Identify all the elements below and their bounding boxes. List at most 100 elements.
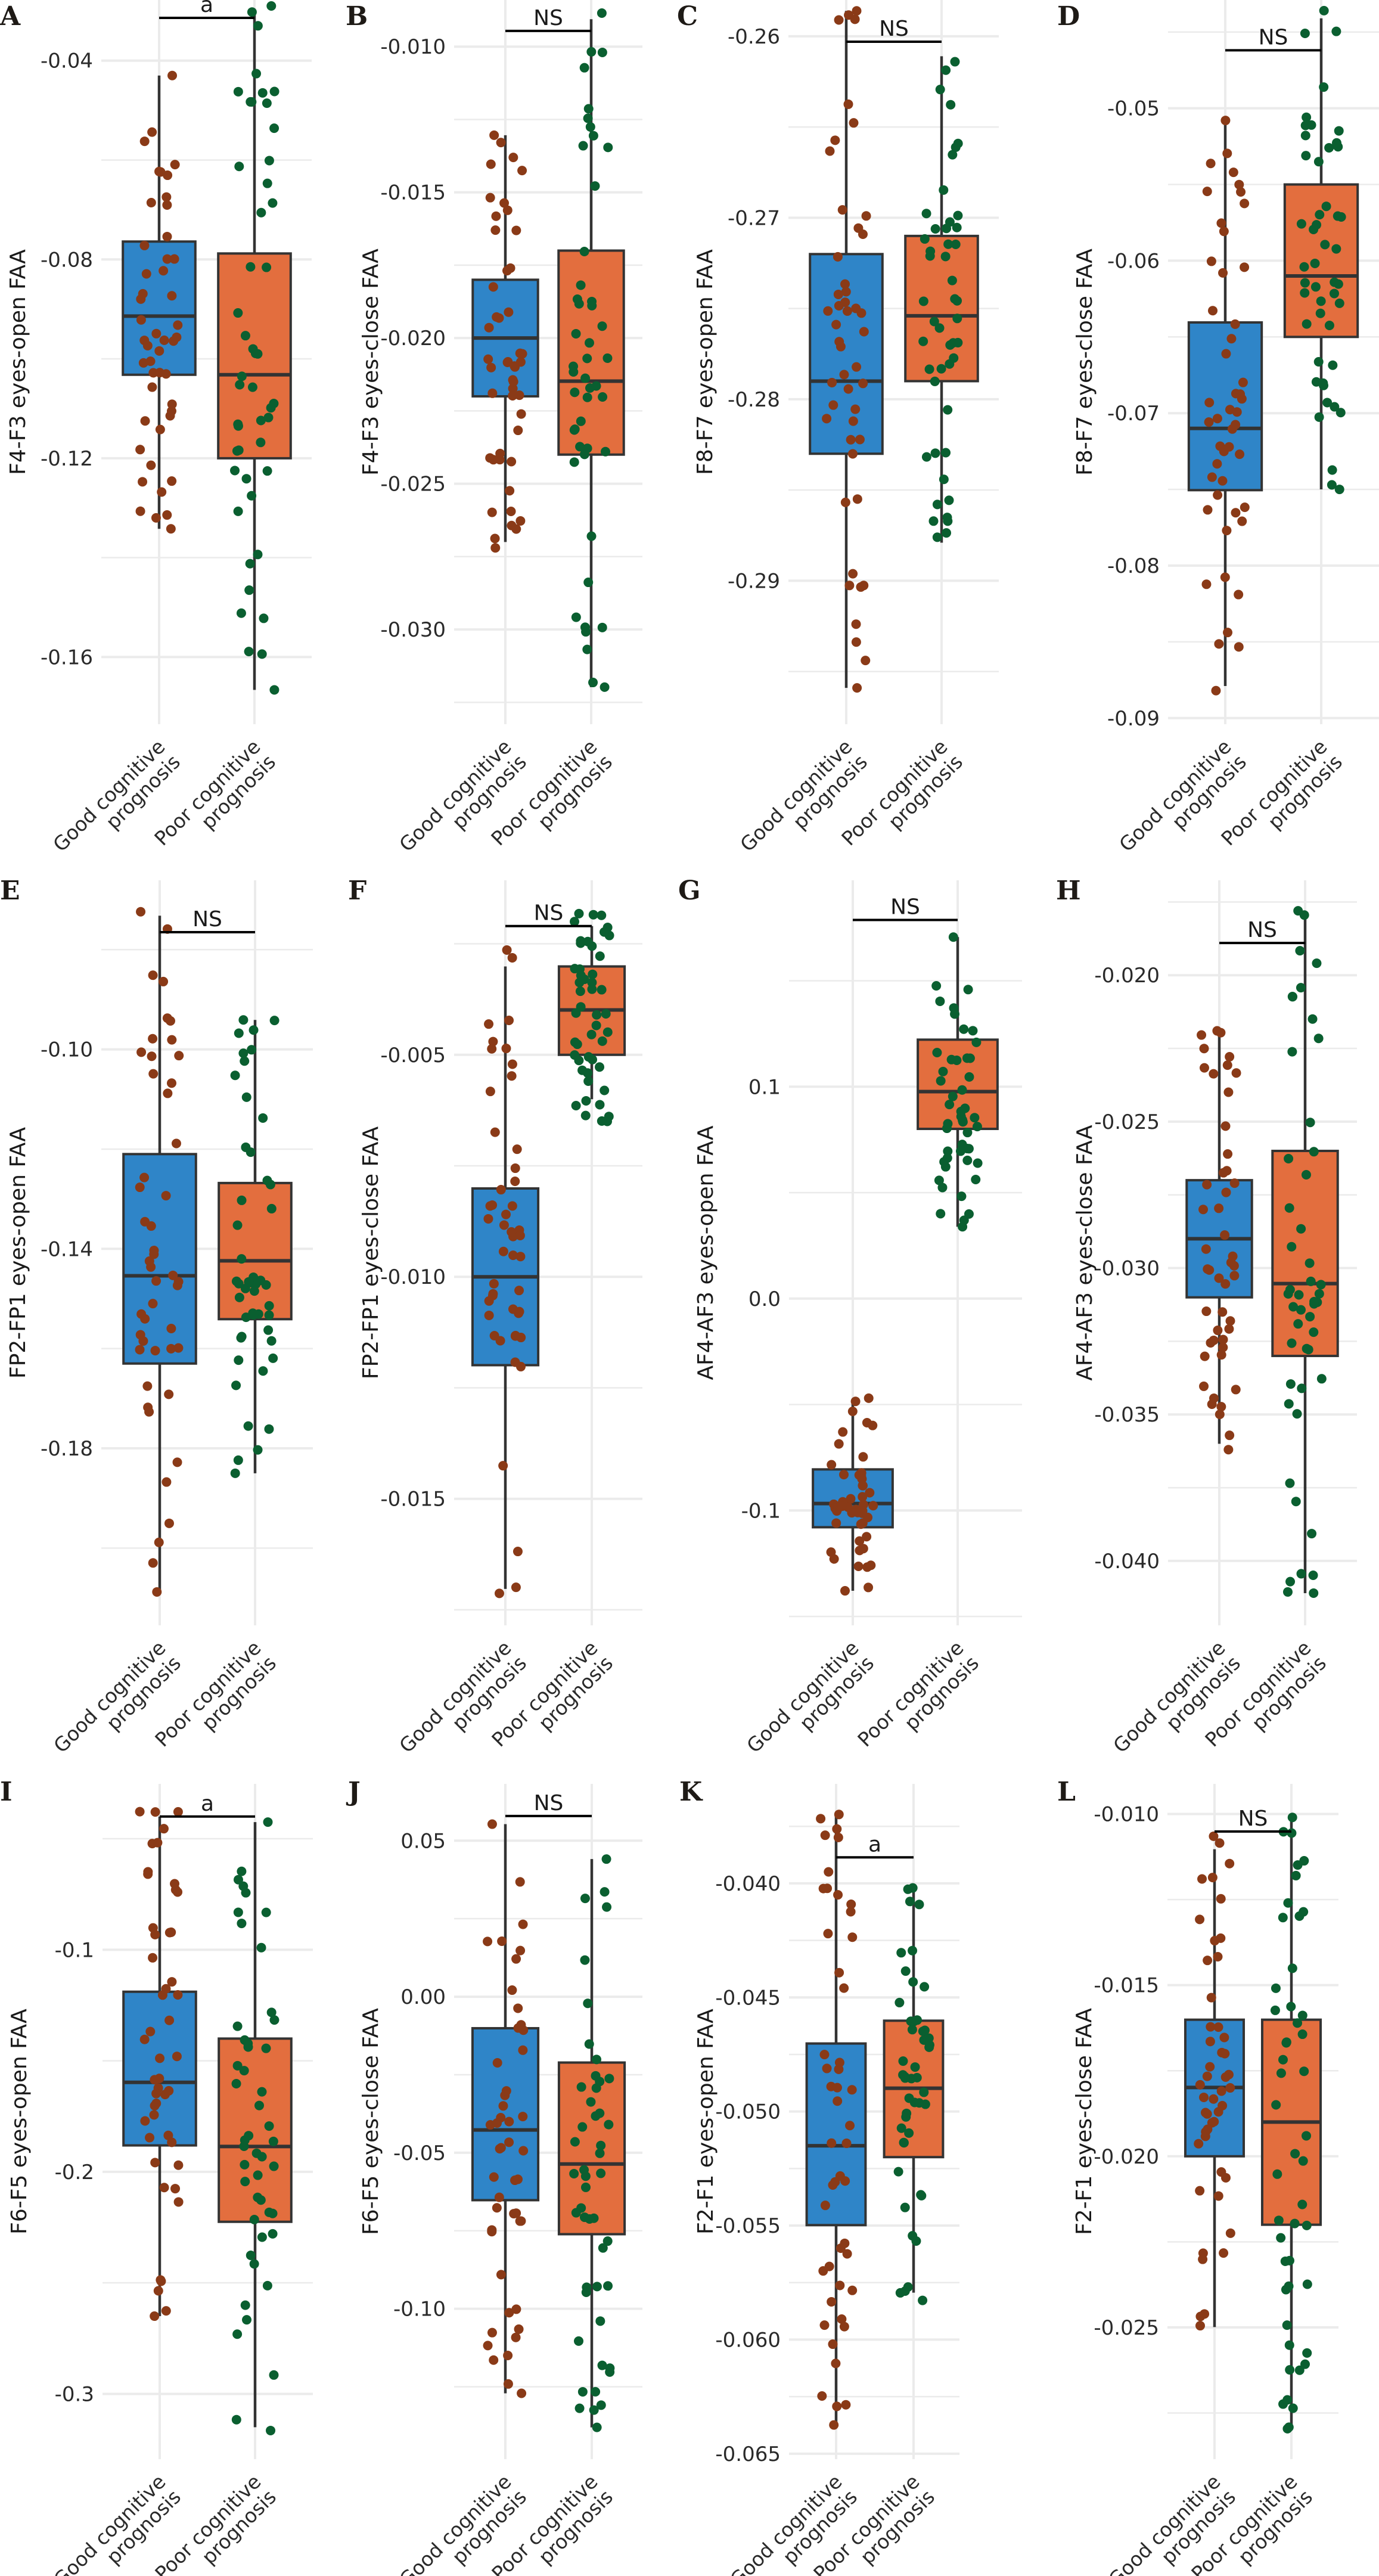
data-point <box>492 2203 502 2213</box>
data-point <box>154 1537 164 1547</box>
x-tick-label: Poor cognitiveprognosis <box>150 2470 281 2576</box>
data-point <box>496 2270 506 2280</box>
data-point <box>595 951 605 961</box>
data-point <box>569 367 579 377</box>
data-point <box>918 296 928 306</box>
data-point <box>835 2280 845 2291</box>
y-tick-label: -0.27 <box>728 206 780 230</box>
data-point <box>1296 1305 1306 1315</box>
data-point <box>587 977 597 988</box>
data-point <box>973 1158 983 1168</box>
data-point <box>834 1810 844 1820</box>
data-point <box>953 337 963 347</box>
data-point <box>166 1078 176 1088</box>
data-point <box>599 927 609 937</box>
data-point <box>574 2336 584 2346</box>
data-point <box>247 7 257 17</box>
y-axis-title: F8-F7 eyes-open FAA <box>693 249 718 475</box>
data-point <box>518 2045 528 2055</box>
data-point <box>166 524 176 534</box>
data-point <box>488 455 498 465</box>
data-point <box>1231 1068 1241 1078</box>
data-point <box>585 2214 595 2224</box>
data-point <box>513 1547 523 1557</box>
data-point <box>135 1183 145 1193</box>
data-point <box>1320 240 1330 250</box>
data-point <box>1307 1529 1317 1539</box>
significance-label: NS <box>192 907 222 932</box>
data-point <box>511 225 521 235</box>
data-point <box>1312 958 1322 969</box>
data-point <box>497 1936 507 1946</box>
data-point <box>269 2015 279 2025</box>
data-point <box>1302 2348 1312 2358</box>
panel-K: -0.065 -0.060 -0.055 -0.050 -0.045 -0.040 F2-F… <box>679 1777 959 2576</box>
data-point <box>515 1877 525 1887</box>
data-point <box>1202 2071 1212 2081</box>
data-point <box>159 1824 169 1834</box>
data-point <box>1224 442 1234 452</box>
data-point <box>962 1155 973 1165</box>
data-point <box>239 2066 249 2076</box>
data-point <box>165 1016 175 1026</box>
panel-F: -0.015 -0.010 -0.005 FP2-FP1 eyes-close FAA… <box>348 876 642 1758</box>
data-point <box>1199 1044 1209 1054</box>
data-point <box>508 383 518 393</box>
data-point <box>918 2295 928 2305</box>
data-point <box>1300 131 1310 141</box>
data-point <box>241 474 251 484</box>
data-point <box>135 445 145 455</box>
data-point <box>247 97 257 107</box>
data-point <box>602 353 613 363</box>
data-point <box>269 86 279 97</box>
data-point <box>261 1907 271 1917</box>
data-point <box>932 532 942 542</box>
data-point <box>508 153 518 163</box>
y-tick-label: -0.050 <box>715 2100 781 2124</box>
significance-label: NS <box>1238 1807 1268 1831</box>
data-point <box>140 416 150 426</box>
data-point <box>247 491 257 501</box>
data-point <box>246 2250 256 2260</box>
data-point <box>161 1477 172 1487</box>
data-point <box>893 2167 903 2177</box>
data-point <box>918 336 928 346</box>
data-point <box>1234 589 1244 600</box>
data-point <box>576 1002 586 1012</box>
panel-letter: K <box>679 1777 703 1807</box>
data-point <box>584 338 594 348</box>
data-point <box>1195 1914 1205 1925</box>
data-point <box>262 466 272 476</box>
data-point <box>951 142 961 153</box>
data-point <box>167 1035 177 1045</box>
data-point <box>241 1888 251 1898</box>
data-point <box>588 678 598 688</box>
data-point <box>586 46 597 57</box>
data-point <box>931 980 942 991</box>
data-point <box>136 1309 147 1319</box>
data-point <box>855 1545 865 1556</box>
data-point <box>144 1256 154 1266</box>
data-point <box>833 2096 843 2106</box>
data-point <box>858 1452 868 1462</box>
data-point <box>155 2053 165 2063</box>
data-point <box>571 2208 581 2218</box>
data-point <box>502 205 513 215</box>
data-point <box>827 2296 837 2307</box>
data-point <box>251 69 262 79</box>
y-axis-title: F6-F5 eyes-open FAA <box>7 2009 32 2234</box>
data-point <box>163 1088 173 1098</box>
data-point <box>816 1814 826 1824</box>
y-tick-label: -0.12 <box>41 447 93 471</box>
y-tick-label: -0.045 <box>715 1986 781 2010</box>
data-point <box>1226 334 1237 344</box>
data-point <box>935 85 945 95</box>
data-point <box>817 2391 827 2401</box>
significance-label: NS <box>534 1791 564 1815</box>
y-tick-label: -0.025 <box>1094 2316 1159 2340</box>
data-point <box>569 917 579 927</box>
data-point <box>837 1501 847 1512</box>
data-point <box>136 1047 147 1057</box>
panel-letter: G <box>678 876 701 906</box>
significance-label: a <box>200 0 213 17</box>
